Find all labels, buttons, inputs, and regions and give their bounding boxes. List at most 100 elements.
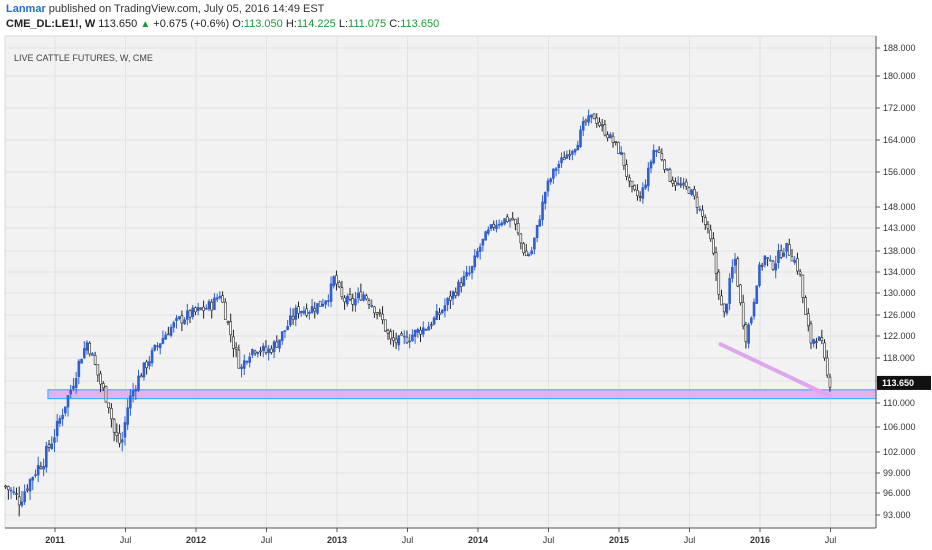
candle[interactable]: [226, 320, 230, 326]
candle[interactable]: [232, 329, 235, 358]
candle[interactable]: [820, 329, 824, 345]
candle[interactable]: [663, 159, 666, 173]
candle[interactable]: [622, 152, 626, 170]
candle[interactable]: [481, 238, 485, 252]
candle[interactable]: [305, 303, 308, 318]
candle[interactable]: [72, 378, 75, 392]
candle[interactable]: [177, 315, 181, 321]
candle[interactable]: [538, 215, 542, 227]
candle[interactable]: [294, 304, 298, 327]
candle[interactable]: [484, 230, 487, 241]
candle[interactable]: [516, 217, 520, 236]
candle[interactable]: [769, 255, 772, 262]
candle[interactable]: [503, 218, 506, 226]
candle[interactable]: [595, 113, 599, 128]
candle[interactable]: [478, 243, 482, 260]
candle[interactable]: [806, 308, 810, 332]
candle[interactable]: [684, 178, 688, 190]
candle[interactable]: [473, 249, 477, 271]
candle[interactable]: [809, 320, 813, 350]
candle[interactable]: [633, 184, 637, 192]
candle[interactable]: [96, 364, 100, 382]
support-zone-rect[interactable]: [47, 389, 877, 400]
candle[interactable]: [619, 146, 623, 156]
candle[interactable]: [562, 151, 566, 161]
candle[interactable]: [373, 305, 376, 318]
candle[interactable]: [188, 309, 192, 324]
candle[interactable]: [400, 331, 403, 336]
candle[interactable]: [609, 132, 612, 139]
candle[interactable]: [565, 150, 569, 159]
candle[interactable]: [150, 347, 154, 367]
candle[interactable]: [815, 337, 818, 349]
candle[interactable]: [332, 275, 336, 289]
time-axis[interactable]: 2011 Jul 2012 Jul 2013 Jul 2014 Jul 2015 Jul 2016 J…: [5, 527, 876, 545]
candle[interactable]: [543, 191, 547, 210]
candle[interactable]: [731, 259, 734, 283]
candle[interactable]: [61, 408, 64, 427]
candle[interactable]: [625, 159, 628, 181]
candle[interactable]: [682, 177, 685, 190]
candle[interactable]: [440, 308, 444, 315]
candle[interactable]: [779, 244, 783, 260]
candle[interactable]: [690, 189, 693, 197]
candle[interactable]: [346, 293, 349, 307]
candle[interactable]: [53, 429, 56, 453]
candle[interactable]: [790, 249, 794, 262]
candle[interactable]: [259, 346, 262, 356]
candle[interactable]: [101, 381, 105, 392]
candle[interactable]: [327, 294, 330, 307]
candle[interactable]: [671, 176, 674, 187]
candle[interactable]: [202, 300, 205, 319]
candle[interactable]: [782, 247, 786, 258]
candle[interactable]: [497, 219, 501, 229]
candle[interactable]: [42, 458, 45, 477]
candle[interactable]: [45, 441, 48, 473]
candle[interactable]: [560, 152, 563, 168]
candle[interactable]: [508, 217, 512, 228]
candle[interactable]: [129, 389, 132, 416]
candle[interactable]: [4, 484, 7, 490]
candle[interactable]: [251, 348, 254, 359]
candle[interactable]: [766, 257, 769, 267]
candle[interactable]: [267, 344, 270, 361]
candle[interactable]: [796, 252, 799, 275]
candle[interactable]: [348, 287, 352, 302]
candle[interactable]: [256, 351, 260, 358]
candle[interactable]: [55, 414, 59, 443]
candle[interactable]: [50, 436, 54, 450]
candle[interactable]: [378, 308, 382, 317]
candle[interactable]: [511, 212, 515, 221]
candle[interactable]: [465, 265, 468, 280]
candle[interactable]: [693, 185, 696, 200]
candle[interactable]: [389, 328, 392, 345]
candle[interactable]: [709, 224, 712, 242]
candle[interactable]: [169, 324, 173, 338]
candle[interactable]: [126, 398, 129, 430]
candle[interactable]: [354, 291, 357, 312]
candle[interactable]: [299, 310, 303, 317]
candle[interactable]: [655, 149, 658, 158]
candle[interactable]: [495, 219, 498, 233]
candle[interactable]: [638, 191, 642, 202]
candle[interactable]: [58, 415, 62, 427]
candle[interactable]: [351, 293, 355, 312]
candle[interactable]: [272, 339, 276, 359]
candle[interactable]: [139, 372, 143, 378]
candle[interactable]: [392, 330, 395, 347]
candle[interactable]: [123, 416, 127, 446]
candle[interactable]: [240, 364, 243, 378]
candle[interactable]: [687, 186, 691, 194]
candle[interactable]: [804, 295, 807, 315]
candle[interactable]: [703, 214, 707, 230]
candle[interactable]: [15, 487, 18, 500]
candle[interactable]: [546, 178, 550, 197]
candle[interactable]: [82, 340, 86, 360]
candle[interactable]: [9, 487, 13, 500]
candle[interactable]: [549, 177, 552, 185]
candle[interactable]: [134, 384, 138, 400]
candle[interactable]: [280, 331, 284, 346]
candle[interactable]: [66, 394, 70, 417]
candle[interactable]: [148, 356, 151, 370]
candle[interactable]: [725, 303, 729, 316]
